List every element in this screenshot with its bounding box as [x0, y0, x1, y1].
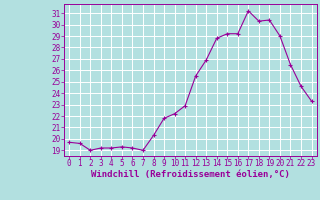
X-axis label: Windchill (Refroidissement éolien,°C): Windchill (Refroidissement éolien,°C) [91, 170, 290, 179]
